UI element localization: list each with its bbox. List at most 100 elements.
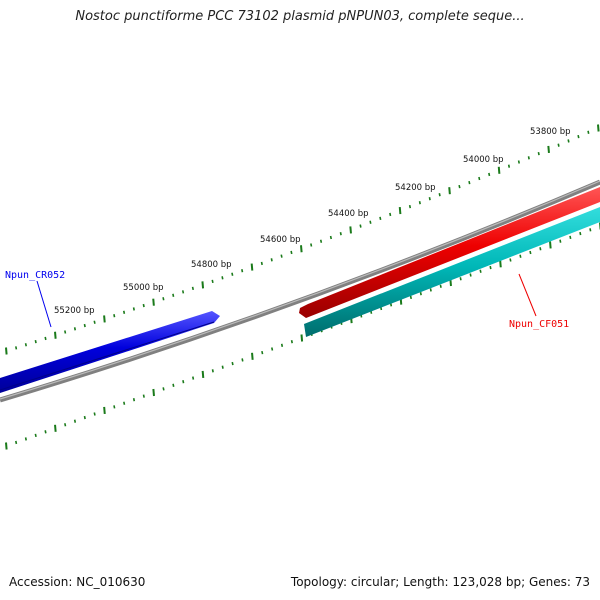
inner-tick-mark (251, 352, 254, 360)
inner-tick-mark (54, 424, 57, 432)
inner-tick-mark (499, 260, 502, 268)
inner-tick-mark (290, 340, 293, 344)
inner-tick-mark (73, 419, 77, 423)
inner-tick-mark (261, 350, 264, 355)
outer-tick-mark (517, 160, 520, 164)
inner-tick-mark (579, 231, 582, 236)
outer-tick-mark (211, 279, 214, 284)
bp-label: 54800 bp (191, 260, 232, 270)
outer-tick-mark (113, 313, 116, 318)
gene-arrow-forward[interactable] (299, 187, 600, 318)
outer-tick-mark (15, 346, 18, 350)
gene-label-npun-cf051[interactable]: Npun_CF051 (509, 319, 569, 330)
outer-tick-mark (172, 293, 175, 297)
inner-tick-mark (459, 277, 462, 281)
outer-tick-mark (162, 297, 165, 301)
bp-label-group: 53800 bp 54000 bp 54200 bp 54400 bp 54600 bp… (54, 127, 571, 316)
outer-tick-mark (319, 239, 323, 243)
plasmid-backbone-highlight (0, 180, 600, 400)
outer-tick-mark (587, 130, 590, 134)
outer-tick-mark (597, 124, 600, 132)
outer-tick-mark (280, 254, 283, 258)
outer-tick-mark (290, 250, 293, 255)
inner-tick-mark (389, 303, 393, 307)
gene-arrow-reverse[interactable] (0, 311, 220, 393)
inner-tick-mark (241, 358, 244, 362)
plasmid-backbone (0, 179, 600, 403)
outer-tick-mark (73, 327, 77, 331)
outer-tick-mark (537, 151, 540, 156)
outer-tick-mark (398, 206, 402, 215)
outer-tick-mark (349, 226, 352, 234)
inner-tick-mark (113, 405, 116, 409)
bp-label: 55200 bp (54, 306, 95, 316)
topology-label: Topology: circular; Length: 123,028 bp; … (290, 575, 590, 589)
outer-tick-mark (408, 204, 412, 209)
outer-tick-mark (428, 197, 431, 201)
outer-tick-mark (260, 261, 263, 266)
inner-tick-mark (192, 376, 195, 380)
bp-label: 54200 bp (395, 183, 436, 193)
inner-tick-mark (15, 440, 18, 445)
inner-tick-mark (280, 343, 284, 347)
outer-tick-mark (557, 143, 560, 147)
accession-label: Accession: NC_010630 (9, 575, 146, 589)
outer-tick-mark (122, 310, 126, 314)
inner-tick-mark (34, 433, 37, 438)
outer-tick-mark (478, 176, 481, 181)
outer-tick-mark (369, 220, 372, 224)
inner-tick-mark (123, 401, 126, 405)
outer-tick-mark (389, 212, 392, 217)
inner-tick-mark (24, 437, 27, 441)
inner-tick-mark (271, 347, 274, 351)
inner-tick-mark (529, 250, 532, 255)
outer-tick-mark (527, 156, 530, 160)
inner-tick-mark (44, 430, 47, 434)
inner-tick-mark (83, 415, 86, 420)
outer-tick-mark (24, 343, 27, 347)
inner-tick-mark (569, 235, 572, 240)
outer-tick-mark (132, 307, 135, 311)
outer-tick-mark (64, 330, 67, 334)
inner-tick-mark (300, 334, 304, 342)
gene-label-npun-cr052[interactable]: Npun_CR052 (5, 270, 65, 281)
outer-tick-mark (300, 245, 303, 253)
bp-label: 55000 bp (123, 283, 164, 293)
inner-tick-mark (162, 387, 165, 391)
map-title: Nostoc punctiforme PCC 73102 plasmid pNP… (75, 9, 525, 24)
label-leader-npun-cr052 (36, 280, 52, 328)
outer-tick-mark (152, 298, 155, 306)
outer-tick-mark (241, 269, 244, 273)
outer-tick-mark (191, 286, 194, 291)
outer-tick-mark (270, 258, 273, 262)
gene-arrow-edge (0, 321, 215, 391)
inner-tick-mark (221, 365, 224, 369)
inner-tick-mark (5, 442, 8, 450)
cds-arrow[interactable] (304, 207, 600, 337)
inner-tick-mark (429, 288, 432, 292)
outer-tick-mark (231, 272, 234, 276)
inner-tick-mark (539, 247, 542, 251)
inner-tick-mark (211, 369, 214, 373)
outer-tick-mark (567, 139, 570, 143)
bp-label: 54400 bp (328, 209, 369, 219)
gene-npun-cf051-cds[interactable] (304, 207, 600, 337)
outer-tick-mark (250, 263, 254, 271)
bp-label: 54600 bp (260, 235, 301, 245)
outer-tick-mark (339, 232, 342, 236)
outer-tick-mark (468, 180, 471, 185)
bp-label: 53800 bp (530, 127, 571, 137)
inner-tick-mark (172, 383, 175, 387)
outer-tick-mark (359, 224, 362, 228)
inner-tick-mark (419, 292, 422, 296)
outer-tick-mark (201, 281, 205, 289)
inner-tick-mark (509, 258, 512, 262)
outer-tick-mark (547, 145, 550, 153)
gene-npun-cr052[interactable] (0, 311, 220, 393)
outer-tick-mark (103, 315, 106, 323)
outer-tick-mark (181, 290, 185, 294)
gene-npun-cf051-red[interactable] (299, 187, 600, 318)
inner-tick-mark (201, 370, 205, 379)
inner-tick-mark (559, 239, 562, 243)
